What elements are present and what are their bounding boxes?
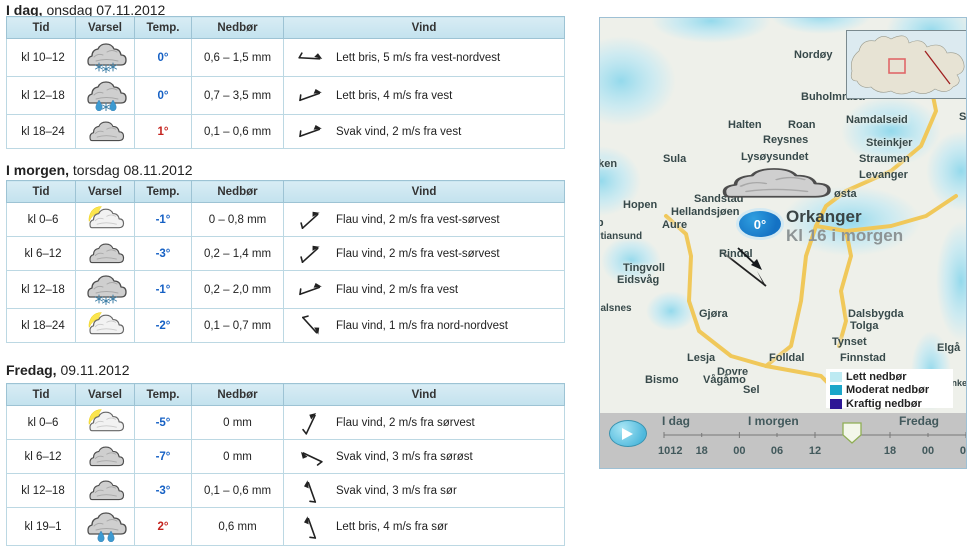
svg-text:00: 00 [922,445,934,457]
svg-text:06: 06 [960,445,967,457]
svg-text:18: 18 [696,445,708,457]
svg-text:12: 12 [809,445,821,457]
svg-text:00: 00 [733,445,745,457]
svg-text:1012: 1012 [658,445,682,457]
svg-text:06: 06 [771,445,783,457]
svg-text:18: 18 [884,445,896,457]
